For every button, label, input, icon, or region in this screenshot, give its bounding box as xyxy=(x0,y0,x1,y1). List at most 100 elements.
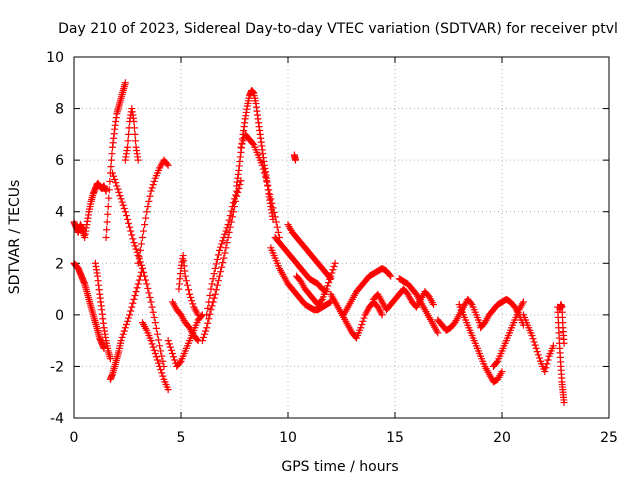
plus-mark xyxy=(102,187,110,195)
series-arc21 xyxy=(290,151,299,164)
plus-mark xyxy=(102,234,110,241)
plus-mark xyxy=(142,276,150,284)
plus-mark xyxy=(188,297,196,305)
plus-mark xyxy=(124,215,131,223)
plus-mark xyxy=(271,213,279,221)
plus-mark xyxy=(272,218,280,226)
plus-mark xyxy=(264,181,272,189)
series-arc4 xyxy=(102,79,129,241)
plus-mark xyxy=(181,272,189,280)
plus-mark xyxy=(493,359,501,367)
plus-mark xyxy=(222,227,230,235)
plus-mark xyxy=(217,243,225,251)
y-axis-title: SDTVAR / TECUs xyxy=(7,180,23,295)
plus-mark xyxy=(109,169,117,177)
plus-mark xyxy=(153,356,161,364)
plus-mark xyxy=(203,324,211,332)
grid-lines xyxy=(74,57,609,418)
plus-mark xyxy=(132,288,140,296)
plus-mark xyxy=(144,203,152,211)
plus-mark xyxy=(164,337,172,345)
plus-mark xyxy=(219,259,227,267)
plus-mark xyxy=(186,290,194,298)
plus-mark xyxy=(232,191,240,199)
plus-mark xyxy=(326,275,334,283)
plus-mark xyxy=(325,279,333,287)
plus-mark xyxy=(228,203,236,211)
plus-mark xyxy=(122,212,130,220)
plus-mark xyxy=(430,301,438,309)
axis-ticks xyxy=(73,56,610,419)
series-arc24 xyxy=(370,285,438,314)
plus-mark xyxy=(218,263,226,271)
plus-mark xyxy=(216,272,224,280)
plus-mark xyxy=(533,348,541,356)
y-tick-label: 2 xyxy=(55,256,64,272)
plus-mark xyxy=(225,228,233,236)
plus-mark xyxy=(434,329,442,337)
plus-mark xyxy=(202,327,210,335)
plus-mark xyxy=(221,249,229,257)
plus-mark xyxy=(225,216,233,224)
plus-mark xyxy=(149,308,157,316)
plus-mark xyxy=(107,163,115,171)
chart-title: Day 210 of 2023, Sidereal Day-to-day VTE… xyxy=(58,21,618,37)
plus-mark xyxy=(194,311,202,319)
plus-mark xyxy=(218,240,226,248)
plus-mark xyxy=(541,368,549,376)
plus-mark xyxy=(224,221,232,229)
plus-mark xyxy=(164,386,172,394)
plus-mark xyxy=(149,181,157,189)
plus-mark xyxy=(141,221,149,229)
plus-mark xyxy=(176,359,184,367)
plus-mark xyxy=(267,195,275,203)
plus-mark xyxy=(134,156,142,164)
plus-mark xyxy=(326,299,334,307)
series-arc5 xyxy=(121,105,142,164)
plus-mark xyxy=(183,281,191,289)
plus-mark xyxy=(157,347,165,355)
plus-mark xyxy=(170,353,178,361)
plus-mark xyxy=(274,228,282,236)
plus-mark xyxy=(150,313,158,321)
plus-mark xyxy=(229,199,237,207)
plus-mark xyxy=(158,369,166,377)
plus-mark xyxy=(153,330,161,338)
plus-mark xyxy=(203,311,211,319)
plus-mark xyxy=(111,175,119,183)
plus-mark xyxy=(214,277,222,285)
plus-mark xyxy=(222,244,230,252)
series-arc1 xyxy=(70,179,110,241)
series-arc30 xyxy=(519,311,557,376)
plus-mark xyxy=(387,272,395,280)
plus-mark xyxy=(125,314,133,322)
plus-mark xyxy=(146,192,154,200)
series-arc7 xyxy=(106,264,146,383)
plus-mark xyxy=(207,306,215,314)
plus-mark xyxy=(357,324,365,332)
plus-mark xyxy=(221,230,229,238)
plus-mark xyxy=(329,266,337,274)
series-arc26 xyxy=(434,295,485,334)
plus-mark xyxy=(113,182,121,190)
plus-mark xyxy=(110,172,118,180)
plus-mark xyxy=(125,130,133,138)
plus-mark xyxy=(117,195,125,203)
y-tick-label: 10 xyxy=(46,50,64,66)
plus-mark xyxy=(519,298,527,306)
plus-mark xyxy=(143,280,151,288)
plus-mark xyxy=(131,130,139,138)
plus-mark xyxy=(167,346,175,354)
plus-mark xyxy=(213,281,221,289)
series-arc22 xyxy=(327,290,386,342)
plus-mark xyxy=(359,317,367,325)
plus-mark xyxy=(151,350,159,358)
plus-mark xyxy=(127,227,135,235)
plus-mark xyxy=(197,312,205,320)
y-tick-label: 4 xyxy=(55,205,64,221)
plus-mark xyxy=(124,143,131,151)
plus-mark xyxy=(331,259,339,267)
plus-mark xyxy=(115,188,123,196)
plus-mark xyxy=(208,280,216,288)
series-arc17 xyxy=(267,244,335,314)
